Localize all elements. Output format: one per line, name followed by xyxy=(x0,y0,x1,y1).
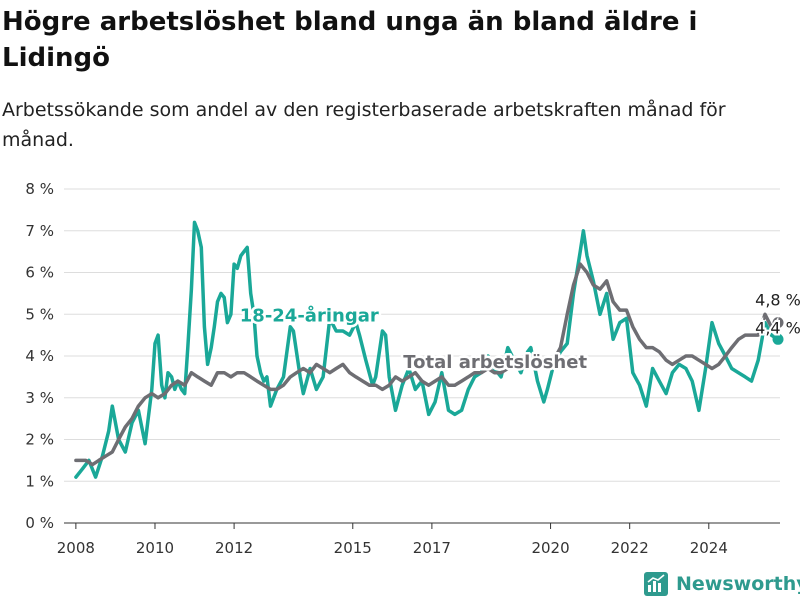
end-marker-total xyxy=(772,317,784,329)
x-axis: 2008 2010 2012 2015 2017 2020 2022 2024 xyxy=(57,523,728,557)
x-tick-label: 2017 xyxy=(413,539,451,557)
x-tick-label: 2010 xyxy=(136,539,174,557)
end-value-label: 4,8 % xyxy=(755,291,800,310)
y-tick-label: 7 % xyxy=(25,222,54,240)
x-tick-label: 2008 xyxy=(57,539,95,557)
x-tick-label: 2022 xyxy=(611,539,649,557)
y-tick-label: 0 % xyxy=(25,514,54,532)
newsworthy-logo-icon xyxy=(644,572,668,596)
y-tick-label: 4 % xyxy=(25,347,54,365)
y-tick-label: 2 % xyxy=(25,431,54,449)
series-annotation: Total arbetslöshet xyxy=(403,352,587,373)
series-line-total xyxy=(74,262,780,467)
x-tick-label: 2020 xyxy=(531,539,569,557)
y-tick-label: 1 % xyxy=(25,472,54,490)
end-value-label: 4,4 % xyxy=(755,318,800,337)
chart-title: Högre arbetslöshet bland unga än bland ä… xyxy=(2,7,698,73)
series-line-youth xyxy=(74,220,780,479)
y-tick-label: 6 % xyxy=(25,264,54,282)
y-tick-label: 3 % xyxy=(25,389,54,407)
series-lines xyxy=(74,220,780,479)
end-markers: 4,8 % 4,4 % xyxy=(753,289,800,345)
x-tick-label: 2012 xyxy=(215,539,253,557)
series-annotations: 18-24-åringar Total arbetslöshet xyxy=(237,302,590,376)
newsworthy-brand-name: Newsworthy xyxy=(676,573,800,595)
series-annotation: 18-24-åringar xyxy=(240,304,379,326)
y-tick-label: 5 % xyxy=(25,305,54,323)
y-axis-tick-labels: 0 % 1 % 2 % 3 % 4 % 5 % 6 % 7 % 8 % xyxy=(25,180,54,532)
end-marker-youth xyxy=(772,333,784,345)
x-tick-label: 2015 xyxy=(334,539,372,557)
grid-lines xyxy=(64,188,780,524)
x-tick-label: 2024 xyxy=(690,539,728,557)
newsworthy-logo[interactable]: Newsworthy xyxy=(644,570,800,598)
chart-subtitle: Arbetssökande som andel av den registerb… xyxy=(2,99,726,151)
y-tick-label: 8 % xyxy=(25,180,54,198)
